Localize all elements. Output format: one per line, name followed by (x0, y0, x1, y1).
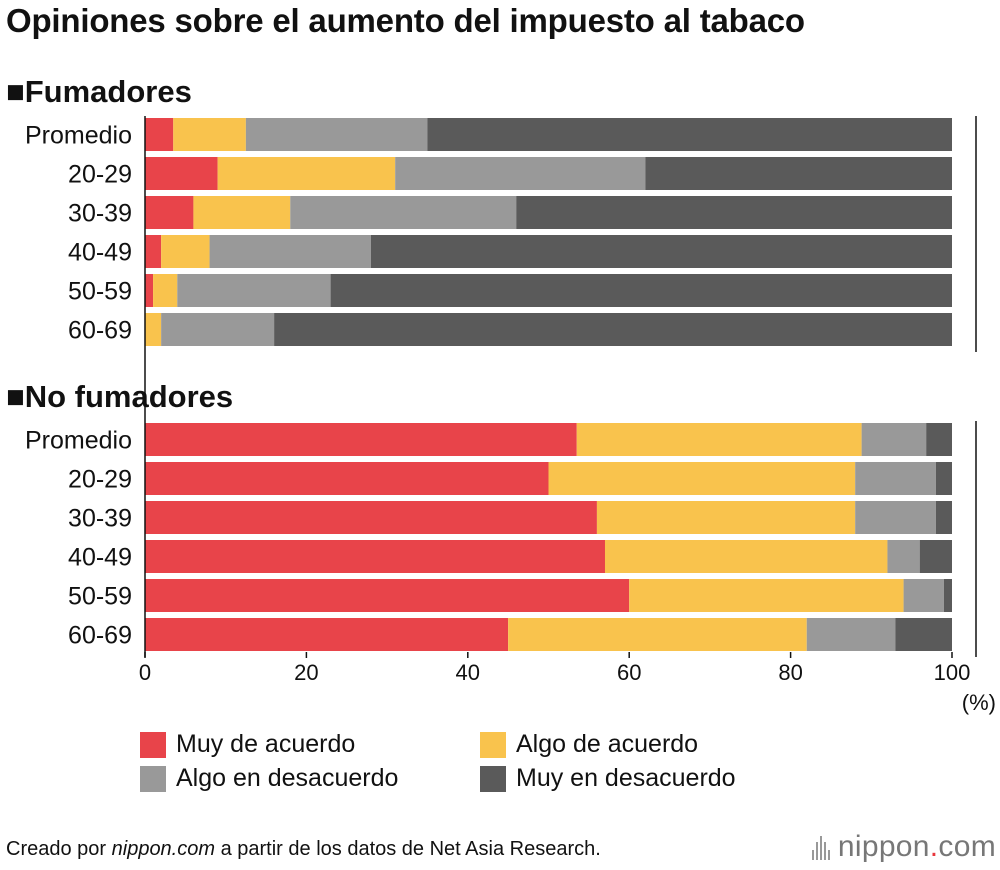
category-label: 30-39 (68, 505, 132, 533)
group-heading: ■Fumadores (6, 74, 192, 109)
source-suffix: a partir de los datos de Net Asia Resear… (215, 838, 601, 860)
bar-segment-algo-en-desacuerdo (806, 618, 896, 651)
x-unit-label: (%) (962, 690, 996, 715)
bar-segment-muy-de-acuerdo (145, 423, 577, 456)
bar-segment-muy-en-desacuerdo (370, 235, 953, 268)
x-tick-label: 20 (294, 660, 318, 685)
bar-segment-muy-en-desacuerdo (274, 313, 952, 346)
bar-segment-muy-de-acuerdo (145, 235, 162, 268)
bar-segment-muy-en-desacuerdo (935, 501, 952, 534)
bar-segment-algo-de-acuerdo (193, 196, 291, 229)
bar-segment-muy-en-desacuerdo (895, 618, 952, 651)
nippon-logo: nippon. com (811, 830, 996, 864)
bar-segment-muy-de-acuerdo (145, 462, 549, 495)
bar-segment-muy-en-desacuerdo (516, 196, 952, 229)
legend-item-muy-en-desacuerdo: Muy en desacuerdo (480, 764, 736, 793)
bar-segment-algo-en-desacuerdo (395, 157, 646, 190)
category-label: 60-69 (68, 317, 132, 345)
bar-segment-algo-de-acuerdo (217, 157, 396, 190)
bar-segment-muy-en-desacuerdo (919, 540, 952, 573)
bar-segment-algo-de-acuerdo (508, 618, 807, 651)
x-tick-label: 100 (934, 660, 971, 685)
bar-segment-algo-en-desacuerdo (290, 196, 517, 229)
bar-segment-muy-de-acuerdo (145, 196, 194, 229)
chart-title: Opiniones sobre el aumento del impuesto … (6, 2, 805, 39)
group-heading: ■No fumadores (6, 379, 233, 414)
x-tick-label: 40 (456, 660, 480, 685)
bar-segment-muy-en-desacuerdo (935, 462, 952, 495)
bar-segment-algo-de-acuerdo (596, 501, 856, 534)
category-label: 40-49 (68, 239, 132, 267)
legend-label: Algo en desacuerdo (176, 764, 399, 792)
x-tick-label: 60 (617, 660, 641, 685)
bar-segment-algo-en-desacuerdo (903, 579, 944, 612)
logo-dot: . (929, 830, 939, 863)
category-label: 40-49 (68, 544, 132, 572)
bar-segment-algo-en-desacuerdo (855, 462, 936, 495)
bar-segment-algo-en-desacuerdo (855, 501, 936, 534)
legend-item-muy-de-acuerdo: Muy de acuerdo (140, 730, 355, 759)
legend-swatch (480, 731, 506, 758)
logo-tld: com (938, 830, 996, 863)
logo-mark-icon (811, 834, 830, 860)
logo-name: nippon (837, 830, 930, 863)
bar-segment-algo-de-acuerdo (153, 274, 178, 307)
legend-item-algo-de-acuerdo: Algo de acuerdo (480, 730, 698, 759)
bar-segment-algo-en-desacuerdo (209, 235, 371, 268)
stacked-bar-chart: ■Fumadores Promedio 20-29 30-39 40-49 50-59 60… (6, 74, 996, 715)
bar-segment-muy-en-desacuerdo (330, 274, 952, 307)
legend-item-algo-en-desacuerdo: Algo en desacuerdo (140, 764, 398, 793)
bar-segment-algo-en-desacuerdo (245, 118, 428, 151)
bar-segment-muy-en-desacuerdo (943, 579, 952, 612)
source-site: nippon.com (111, 838, 216, 860)
bar-segment-algo-de-acuerdo (629, 579, 904, 612)
bar-segment-algo-en-desacuerdo (887, 540, 920, 573)
category-label: 20-29 (68, 161, 132, 189)
bar-segment-algo-de-acuerdo (145, 313, 162, 346)
bar-segment-muy-de-acuerdo (145, 618, 509, 651)
bar-segment-muy-de-acuerdo (145, 501, 597, 534)
legend-label: Muy de acuerdo (176, 730, 356, 758)
bar-segment-muy-de-acuerdo (145, 118, 174, 151)
source-credit: Creado por nippon.com a partir de los da… (6, 838, 601, 861)
legend-label: Algo de acuerdo (516, 730, 699, 758)
bar-segment-muy-en-desacuerdo (427, 118, 952, 151)
category-label: 60-69 (68, 622, 132, 650)
category-label: Promedio (25, 122, 132, 150)
category-label: 50-59 (68, 278, 132, 306)
category-label: 30-39 (68, 200, 132, 228)
bar-segment-algo-en-desacuerdo (161, 313, 275, 346)
legend-swatch (140, 765, 166, 792)
category-label: Promedio (25, 427, 132, 455)
category-label: 50-59 (68, 583, 132, 611)
bar-segment-algo-en-desacuerdo (861, 423, 927, 456)
bar-segment-muy-de-acuerdo (145, 540, 605, 573)
bar-segment-algo-en-desacuerdo (177, 274, 331, 307)
x-tick-label: 0 (139, 660, 151, 685)
bar-segment-algo-de-acuerdo (604, 540, 888, 573)
bar-segment-algo-de-acuerdo (161, 235, 210, 268)
legend-label: Muy en desacuerdo (516, 764, 736, 792)
bar-segment-muy-de-acuerdo (145, 157, 218, 190)
bar-segment-algo-de-acuerdo (173, 118, 246, 151)
bar-segment-algo-de-acuerdo (548, 462, 856, 495)
x-tick-label: 80 (778, 660, 802, 685)
legend-swatch (140, 731, 166, 758)
bar-segment-algo-de-acuerdo (576, 423, 862, 456)
bar-segment-muy-en-desacuerdo (645, 157, 952, 190)
bar-segment-muy-de-acuerdo (145, 579, 630, 612)
legend: Muy de acuerdo Algo de acuerdo Algo en d… (140, 730, 840, 800)
bar-segment-muy-en-desacuerdo (926, 423, 952, 456)
source-prefix: Creado por (6, 838, 112, 860)
bar-segment-muy-de-acuerdo (145, 274, 154, 307)
category-label: 20-29 (68, 466, 132, 494)
legend-swatch (480, 765, 506, 792)
